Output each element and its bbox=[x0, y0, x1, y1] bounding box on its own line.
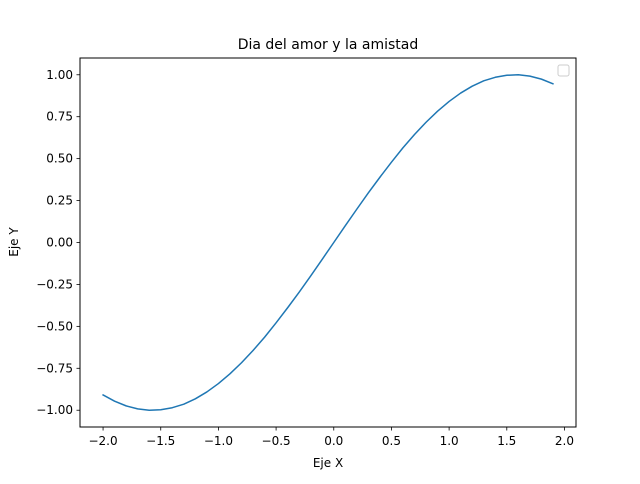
series-line-0 bbox=[102, 74, 554, 411]
x-axis-label: Eje X bbox=[313, 456, 343, 470]
legend-box[interactable] bbox=[557, 64, 570, 77]
y-tick-label: 0.25 bbox=[46, 194, 73, 208]
y-tick-label: −1.00 bbox=[36, 403, 73, 417]
y-tick-label: 0.75 bbox=[46, 110, 73, 124]
plot-area bbox=[80, 58, 576, 427]
series-layer bbox=[102, 74, 554, 411]
y-tick-label: −0.50 bbox=[36, 319, 73, 333]
x-tick-label: 1.0 bbox=[440, 434, 459, 448]
x-tick-label: 0.0 bbox=[324, 434, 343, 448]
y-tick-label: 1.00 bbox=[46, 68, 73, 82]
x-axis-ticks: −2.0 −1.5 −1.0 −0.5 0.0 0.5 1.0 1.5 2.0 bbox=[88, 427, 574, 448]
x-tick-label: −0.5 bbox=[262, 434, 291, 448]
x-tick-label: −1.0 bbox=[204, 434, 233, 448]
y-tick-label: −0.75 bbox=[36, 361, 73, 375]
x-tick-label: 2.0 bbox=[555, 434, 574, 448]
x-tick-label: 0.5 bbox=[382, 434, 401, 448]
chart-title: Dia del amor y la amistad bbox=[238, 37, 419, 53]
y-tick-label: −0.25 bbox=[36, 277, 73, 291]
y-tick-label: 0.00 bbox=[46, 236, 73, 250]
y-axis-label: Eje Y bbox=[7, 227, 21, 257]
x-tick-label: −2.0 bbox=[88, 434, 117, 448]
y-tick-label: 0.50 bbox=[46, 152, 73, 166]
x-tick-label: −1.5 bbox=[146, 434, 175, 448]
y-axis-ticks: −1.00 −0.75 −0.50 −0.25 0.00 0.25 0.50 0.75 1.00 bbox=[36, 68, 80, 417]
x-tick-label: 1.5 bbox=[497, 434, 516, 448]
